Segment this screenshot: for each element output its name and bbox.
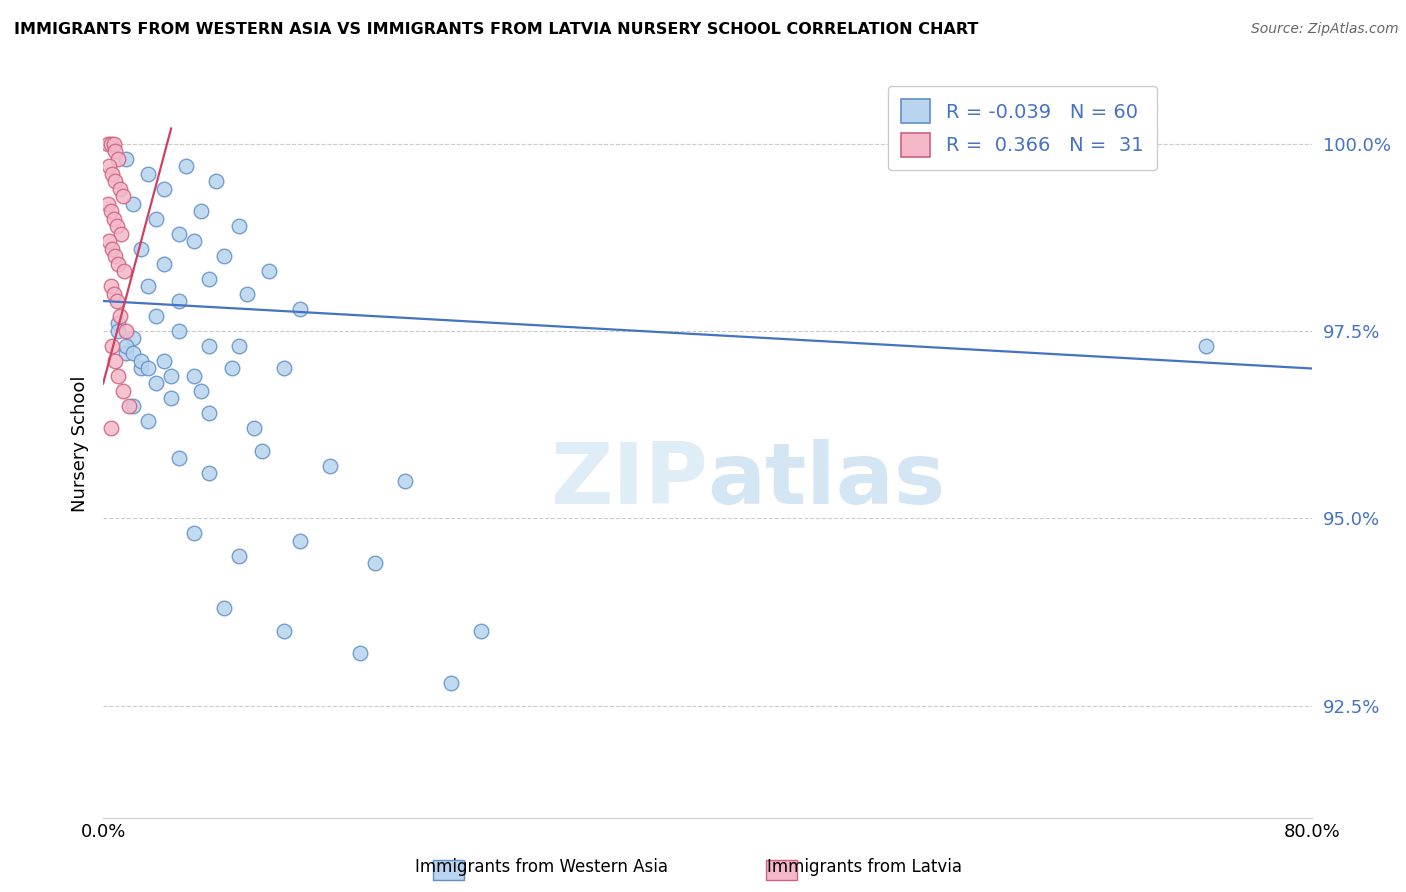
Point — [145, 309, 167, 323]
Point — [104, 144, 127, 158]
Point — [183, 234, 205, 248]
Point — [103, 136, 125, 151]
Point — [104, 174, 127, 188]
Point — [110, 227, 132, 241]
Point — [108, 309, 131, 323]
Text: IMMIGRANTS FROM WESTERN ASIA VS IMMIGRANTS FROM LATVIA NURSERY SCHOOL CORRELATIO: IMMIGRANTS FROM WESTERN ASIA VS IMMIGRAN… — [14, 22, 979, 37]
Legend: R = -0.039   N = 60, R =  0.366   N =  31: R = -0.039 N = 60, R = 0.366 N = 31 — [887, 86, 1157, 170]
Point — [108, 181, 131, 195]
Point — [104, 249, 127, 263]
Point — [122, 196, 145, 211]
Point — [349, 647, 371, 661]
Point — [167, 227, 190, 241]
Point — [98, 234, 121, 248]
Point — [101, 167, 124, 181]
Point — [101, 339, 124, 353]
Point — [104, 354, 127, 368]
Point — [221, 361, 243, 376]
Point — [190, 384, 212, 398]
Point — [122, 346, 145, 360]
Point — [152, 181, 174, 195]
Point — [138, 279, 160, 293]
Point — [273, 361, 295, 376]
Point — [118, 399, 141, 413]
Point — [100, 421, 122, 435]
Point — [105, 293, 128, 308]
Point — [97, 136, 120, 151]
Point — [174, 159, 197, 173]
Point — [198, 467, 221, 481]
Point — [273, 624, 295, 638]
Point — [198, 271, 221, 285]
Point — [100, 136, 122, 151]
Point — [440, 676, 463, 690]
Point — [145, 376, 167, 391]
Point — [129, 354, 152, 368]
Point — [228, 339, 250, 353]
Point — [105, 219, 128, 233]
Text: Source: ZipAtlas.com: Source: ZipAtlas.com — [1251, 22, 1399, 37]
Point — [167, 293, 190, 308]
Point — [129, 242, 152, 256]
Point — [288, 301, 311, 316]
Point — [228, 219, 250, 233]
Point — [107, 256, 129, 270]
Point — [122, 331, 145, 345]
Point — [364, 557, 387, 571]
Text: ZIP: ZIP — [550, 440, 707, 523]
Y-axis label: Nursery School: Nursery School — [72, 376, 89, 512]
Point — [103, 211, 125, 226]
Point — [190, 204, 212, 219]
Point — [205, 174, 228, 188]
Point — [111, 189, 134, 203]
Point — [243, 421, 266, 435]
Point — [145, 211, 167, 226]
Point — [212, 601, 235, 615]
Point — [122, 399, 145, 413]
Point — [97, 196, 120, 211]
Point — [138, 361, 160, 376]
Point — [101, 242, 124, 256]
Point — [183, 369, 205, 384]
Point — [100, 204, 122, 219]
Point — [114, 346, 136, 360]
Point — [288, 533, 311, 548]
Point — [167, 324, 190, 338]
Point — [1195, 339, 1218, 353]
Text: Immigrants from Western Asia: Immigrants from Western Asia — [415, 858, 668, 876]
Point — [160, 392, 183, 406]
Point — [319, 458, 342, 473]
Point — [100, 279, 122, 293]
Point — [394, 474, 416, 488]
Point — [167, 451, 190, 466]
Point — [111, 384, 134, 398]
Point — [138, 167, 160, 181]
Point — [103, 286, 125, 301]
Point — [152, 256, 174, 270]
Point — [160, 369, 183, 384]
Point — [198, 407, 221, 421]
Point — [212, 249, 235, 263]
Point — [228, 549, 250, 563]
Point — [114, 324, 136, 338]
Point — [152, 354, 174, 368]
Point — [198, 339, 221, 353]
Point — [138, 414, 160, 428]
Point — [107, 317, 129, 331]
Point — [114, 339, 136, 353]
Text: atlas: atlas — [707, 440, 946, 523]
Point — [470, 624, 492, 638]
Point — [129, 361, 152, 376]
Point — [107, 369, 129, 384]
Point — [107, 324, 129, 338]
Text: Immigrants from Latvia: Immigrants from Latvia — [768, 858, 962, 876]
Point — [98, 159, 121, 173]
Point — [250, 444, 273, 458]
Point — [114, 152, 136, 166]
Point — [235, 286, 257, 301]
Point — [259, 264, 281, 278]
Point — [107, 152, 129, 166]
Point — [183, 526, 205, 541]
Point — [112, 264, 135, 278]
